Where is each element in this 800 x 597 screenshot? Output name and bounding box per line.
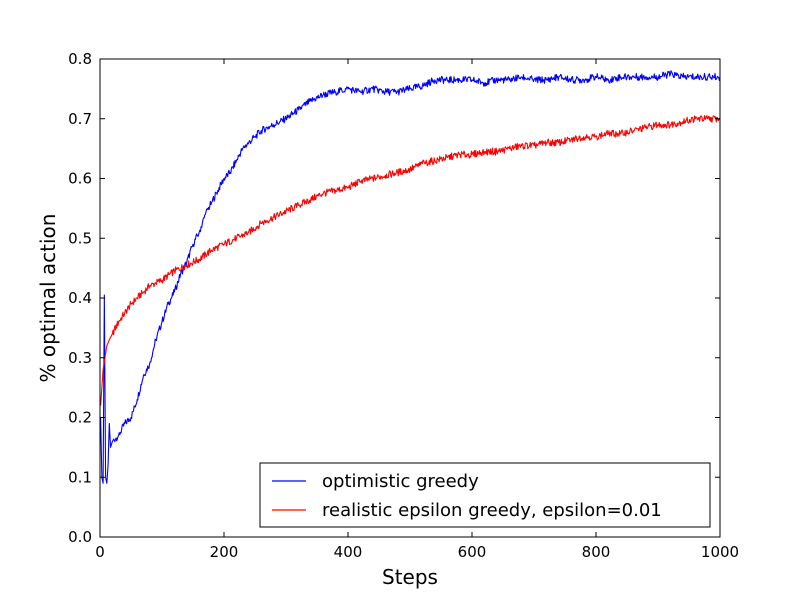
legend-label-optimistic-greedy: optimistic greedy	[322, 471, 479, 492]
x-axis-title: Steps	[382, 565, 438, 589]
series-line-realistic-epsilon-greedy-epsilon-0-01	[100, 115, 721, 406]
y-tick-label: 0.2	[68, 409, 92, 427]
ticks-layer: 0 200 400 600 800 1000 0.0 0.1 0.2 0.3 0.4 0.5 0.6 0.…	[68, 50, 739, 561]
series-layer	[100, 70, 721, 484]
y-axis-title: % optimal action	[36, 214, 60, 383]
x-tick-label: 0	[95, 543, 105, 561]
y-tick-label: 0.6	[68, 170, 92, 188]
x-tick-label: 600	[458, 543, 487, 561]
x-tick-label: 400	[334, 543, 363, 561]
legend: optimistic greedy realistic epsilon gree…	[259, 462, 711, 528]
x-tick-label: 800	[582, 543, 611, 561]
legend-box	[259, 462, 711, 528]
y-tick-label: 0.1	[68, 468, 92, 486]
y-tick-label: 0.4	[68, 289, 92, 307]
y-tick-label: 0.7	[68, 110, 92, 128]
x-tick-label: 200	[210, 543, 239, 561]
y-tick-label: 0.3	[68, 349, 92, 367]
x-tick-label: 1000	[701, 543, 739, 561]
y-tick-label: 0.0	[68, 528, 92, 546]
legend-label-realistic-epsilon-greedy: realistic epsilon greedy, epsilon=0.01	[322, 500, 662, 521]
y-tick-label: 0.8	[68, 50, 92, 68]
y-tick-label: 0.5	[68, 229, 92, 247]
plot-background	[100, 59, 720, 537]
series-line-optimistic-greedy	[100, 70, 721, 484]
